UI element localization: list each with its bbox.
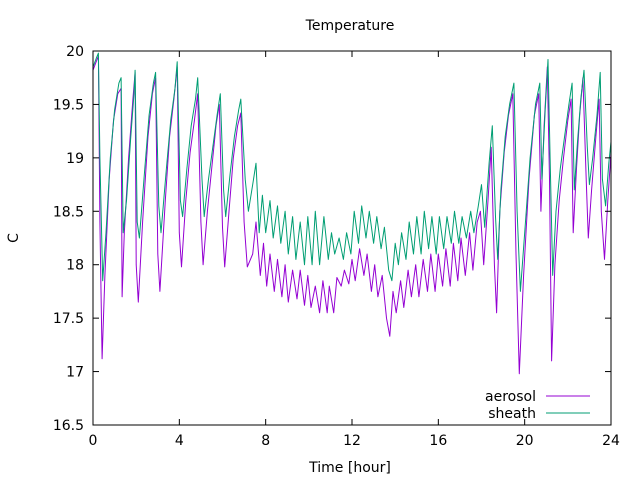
x-tick-label: 20 bbox=[516, 433, 534, 449]
axis-ticks: 0 4 8 12 16 20 24 16.5 17 17.5 18 18.5 19 19.5 20 bbox=[53, 44, 620, 449]
x-tick-label: 8 bbox=[261, 433, 270, 449]
y-tick-label: 20 bbox=[66, 44, 84, 60]
y-axis-label: C bbox=[6, 233, 22, 243]
y-tick-label: 18.5 bbox=[53, 204, 84, 220]
y-tick-label: 17 bbox=[66, 365, 84, 381]
y-tick-label: 18 bbox=[66, 258, 84, 274]
y-tick-label: 16.5 bbox=[53, 418, 84, 434]
x-tick-label: 16 bbox=[429, 433, 447, 449]
y-tick-label: 19.5 bbox=[53, 97, 84, 113]
chart-title: Temperature bbox=[305, 18, 395, 34]
series-line-sheath bbox=[92, 52, 612, 292]
x-tick-label: 12 bbox=[343, 433, 361, 449]
x-tick-label: 24 bbox=[602, 433, 620, 449]
x-tick-label: 4 bbox=[175, 433, 184, 449]
series-line-aerosol bbox=[92, 55, 612, 375]
legend-label-sheath: sheath bbox=[488, 406, 536, 422]
x-axis-label: Time [hour] bbox=[308, 460, 391, 476]
y-tick-label: 19 bbox=[66, 151, 84, 167]
y-tick-label: 17.5 bbox=[53, 311, 84, 327]
series-layer bbox=[92, 52, 612, 375]
x-tick-label: 0 bbox=[89, 433, 98, 449]
legend-label-aerosol: aerosol bbox=[485, 389, 536, 405]
